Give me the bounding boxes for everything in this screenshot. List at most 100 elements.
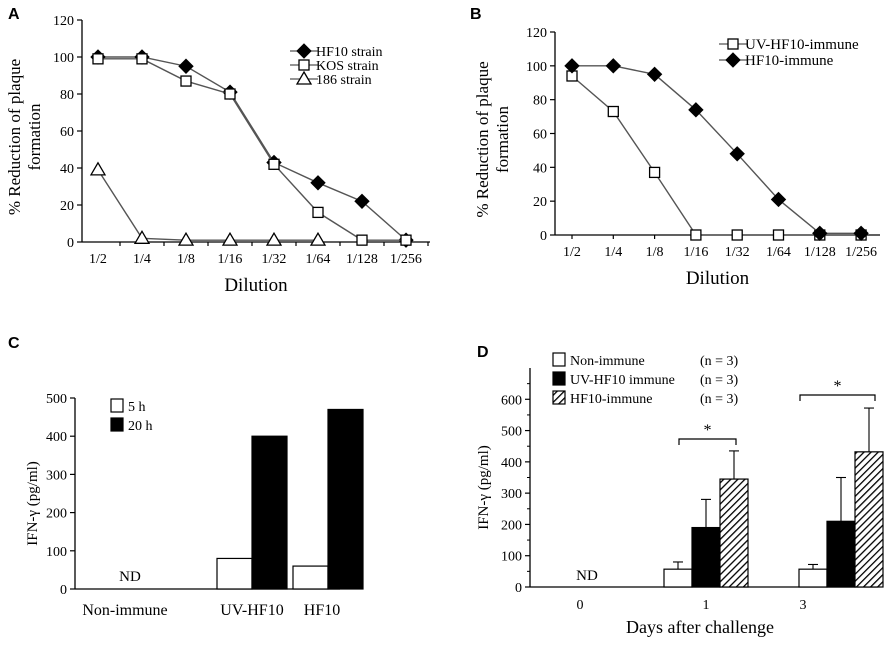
series-line-uv-hf10-immune xyxy=(571,75,862,236)
y-tick-label: 500 xyxy=(46,392,67,407)
y-tick-label: 80 xyxy=(60,88,74,103)
panel-d-bar-chart: 0 100 200 300 400 500 600 IFN-γ (pg/ml) Days aft… xyxy=(476,352,884,637)
bar-20-h xyxy=(251,435,288,590)
legend-marker-186-strain xyxy=(295,70,313,85)
y-tick-label: 100 xyxy=(501,550,522,565)
bar-20-h xyxy=(327,408,364,590)
data-point-uv-hf10-immune xyxy=(607,105,619,118)
x-tick-label: 1 xyxy=(703,598,710,613)
bar-5-h xyxy=(216,557,253,590)
series-line-hf10-strain xyxy=(98,56,407,241)
x-tick-label: 1/32 xyxy=(725,245,750,260)
x-axis-title: Dilution xyxy=(686,268,750,289)
y-tick-label: 200 xyxy=(501,518,522,533)
data-point-hf10-immune xyxy=(853,225,869,242)
y-tick-label: 100 xyxy=(53,51,74,66)
x-tick-label: HF10 xyxy=(304,602,340,619)
data-point-186-strain xyxy=(177,231,195,246)
legend-label-hf10-strain: HF10 strain xyxy=(316,45,383,60)
y-tick-label: 300 xyxy=(501,487,522,502)
x-tick-label: 1/4 xyxy=(604,245,622,260)
legend-swatch-20-h xyxy=(110,417,124,432)
y-tick-label: 120 xyxy=(526,26,547,41)
data-point-hf10-immune xyxy=(770,191,787,208)
data-point-kos-strain xyxy=(400,234,412,246)
x-tick-label: 1/4 xyxy=(133,252,151,267)
y-tick-label: 80 xyxy=(533,94,547,109)
legend-swatch-non-immune xyxy=(552,352,566,367)
bar-hf10-immune xyxy=(854,451,884,588)
legend-swatch-5-h xyxy=(110,398,124,413)
bar-hf10-immune xyxy=(719,478,749,588)
legend-marker-hf10-strain xyxy=(296,43,312,59)
x-tick-label: 1/2 xyxy=(89,252,107,267)
x-tick-label: UV-HF10 xyxy=(220,602,283,619)
data-point-hf10-strain xyxy=(178,58,194,74)
x-tick-label: 3 xyxy=(800,598,807,613)
data-point-uv-hf10-immune xyxy=(690,229,702,241)
panel-letter-c: C xyxy=(8,335,20,352)
data-point-hf10-immune xyxy=(605,58,622,74)
data-point-kos-strain xyxy=(356,234,368,246)
y-tick-label: 0 xyxy=(60,583,67,598)
x-axis-title: Days after challenge xyxy=(626,617,774,637)
y-tick-label: 0 xyxy=(67,236,74,251)
y-tick-label: 40 xyxy=(533,161,547,176)
y-axis-title: IFN-γ (pg/ml) xyxy=(25,461,41,546)
legend-label-non-immune: Non-immune xyxy=(570,354,645,369)
y-tick-label: 40 xyxy=(60,162,74,177)
data-point-hf10-immune xyxy=(812,225,828,242)
legend-label-5-h: 5 h xyxy=(128,400,146,415)
legend-label-kos-strain: KOS strain xyxy=(316,59,379,74)
legend-swatch-hf10-immune xyxy=(552,390,566,405)
series-line-kos-strain xyxy=(98,58,406,241)
panel-b-line-chart: 0 20 40 60 80 100 120 1/2 1/4 1/8 1/16 1/32 1/64 1/12… xyxy=(473,26,880,289)
data-point-kos-strain xyxy=(224,88,236,100)
legend-marker-uv-hf10-immune xyxy=(727,38,739,50)
data-point-186-strain xyxy=(221,231,239,246)
data-point-hf10-immune xyxy=(564,58,580,74)
legend-label-uv-hf10-immune: UV-HF10 immune xyxy=(570,373,675,388)
data-point-kos-strain xyxy=(312,206,324,219)
x-tick-label: 1/128 xyxy=(346,252,378,267)
data-point-uv-hf10-immune xyxy=(731,229,743,241)
bar-non-immune xyxy=(663,568,693,588)
legend-label-hf10-immune: HF10-immune xyxy=(745,53,834,69)
y-tick-label: 20 xyxy=(533,195,547,210)
panel-letter-d: D xyxy=(477,344,489,361)
legend-marker-kos-strain xyxy=(298,59,310,71)
data-point-hf10-immune xyxy=(688,102,704,118)
legend-marker-hf10-immune xyxy=(725,52,741,68)
data-point-kos-strain xyxy=(180,75,192,87)
x-tick-label: Non-immune xyxy=(82,602,167,619)
y-tick-label: 400 xyxy=(46,430,67,445)
bar-non-immune xyxy=(798,568,828,588)
y-tick-label: 200 xyxy=(46,507,67,522)
legend-n-label: (n = 3) xyxy=(700,354,739,369)
data-point-186-strain xyxy=(309,231,327,246)
y-tick-label: 400 xyxy=(501,456,522,471)
y-tick-label: 0 xyxy=(540,229,547,244)
data-point-hf10-immune xyxy=(729,146,745,162)
significance-asterisk: * xyxy=(834,378,842,395)
data-point-kos-strain xyxy=(92,53,104,65)
y-tick-label: 600 xyxy=(501,393,522,408)
data-point-186-strain xyxy=(265,231,283,246)
x-tick-label: 1/8 xyxy=(177,252,195,267)
significance-asterisk: * xyxy=(704,422,712,439)
data-point-uv-hf10-immune xyxy=(772,229,785,241)
x-tick-label: 1/16 xyxy=(683,245,708,260)
series-line-hf10-immune xyxy=(572,65,862,235)
y-tick-label: 60 xyxy=(533,128,547,143)
y-tick-label: 100 xyxy=(526,60,547,75)
panel-c-bar-chart: 0 100 200 300 400 500 IFN-γ (pg/ml) Non-immune U… xyxy=(25,392,364,619)
data-point-186-strain xyxy=(89,161,107,176)
x-tick-label: 1/256 xyxy=(845,245,877,260)
data-point-hf10-strain xyxy=(354,193,370,210)
legend-label-hf10-immune: HF10-immune xyxy=(570,392,652,407)
x-tick-label: 1/16 xyxy=(218,252,243,267)
y-axis-title: % Reduction of plaqueformation xyxy=(473,61,512,217)
y-axis-title-line: % Reduction of plaque xyxy=(5,59,24,215)
significance-bracket xyxy=(799,394,876,401)
